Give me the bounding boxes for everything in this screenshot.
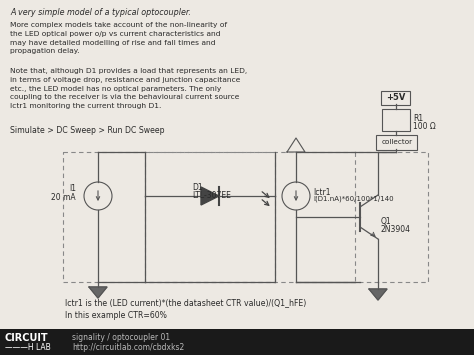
Text: CIRCUIT: CIRCUIT [5, 333, 49, 343]
Text: 2N3904: 2N3904 [381, 225, 411, 234]
Text: More complex models take account of the non-linearity of
the LED optical power o: More complex models take account of the … [10, 22, 227, 54]
Text: I(D1.nA)*60/100*1/140: I(D1.nA)*60/100*1/140 [313, 196, 393, 202]
Text: D1: D1 [192, 183, 202, 192]
Text: Ictr1 is the (LED current)*(the datasheet CTR value)/(Q1_hFE): Ictr1 is the (LED current)*(the datashee… [65, 298, 306, 307]
Circle shape [84, 182, 112, 210]
Bar [145, 152, 275, 282]
Text: I1: I1 [69, 184, 76, 193]
Text: http://circuitlab.com/cbdxks2: http://circuitlab.com/cbdxks2 [72, 343, 184, 352]
Polygon shape [287, 138, 305, 152]
Text: LTL-307EE: LTL-307EE [192, 191, 231, 200]
Bar [63, 152, 428, 282]
Text: 20 mA: 20 mA [51, 193, 76, 202]
Text: ———H LAB: ———H LAB [5, 343, 51, 352]
Text: collector: collector [382, 139, 412, 145]
Bar [0, 329, 474, 355]
Text: A very simple model of a typical optocoupler.: A very simple model of a typical optocou… [10, 8, 191, 17]
Text: 100 Ω: 100 Ω [413, 122, 436, 131]
Circle shape [282, 182, 310, 210]
Text: In this example CTR=60%: In this example CTR=60% [65, 311, 167, 320]
Text: +5V: +5V [386, 93, 406, 102]
Text: R1: R1 [413, 114, 423, 123]
Polygon shape [201, 187, 219, 205]
Text: signality / optocoupler 01: signality / optocoupler 01 [72, 333, 170, 342]
Text: Ictr1: Ictr1 [313, 188, 330, 197]
FancyBboxPatch shape [382, 91, 410, 104]
Text: Note that, although D1 provides a load that represents an LED,
in terms of volta: Note that, although D1 provides a load t… [10, 68, 247, 109]
Bar [382, 109, 410, 131]
Text: Simulate > DC Sweep > Run DC Sweep: Simulate > DC Sweep > Run DC Sweep [10, 126, 164, 135]
Text: Q1: Q1 [381, 217, 392, 226]
Polygon shape [89, 287, 107, 298]
FancyBboxPatch shape [376, 135, 418, 149]
Polygon shape [369, 289, 387, 300]
